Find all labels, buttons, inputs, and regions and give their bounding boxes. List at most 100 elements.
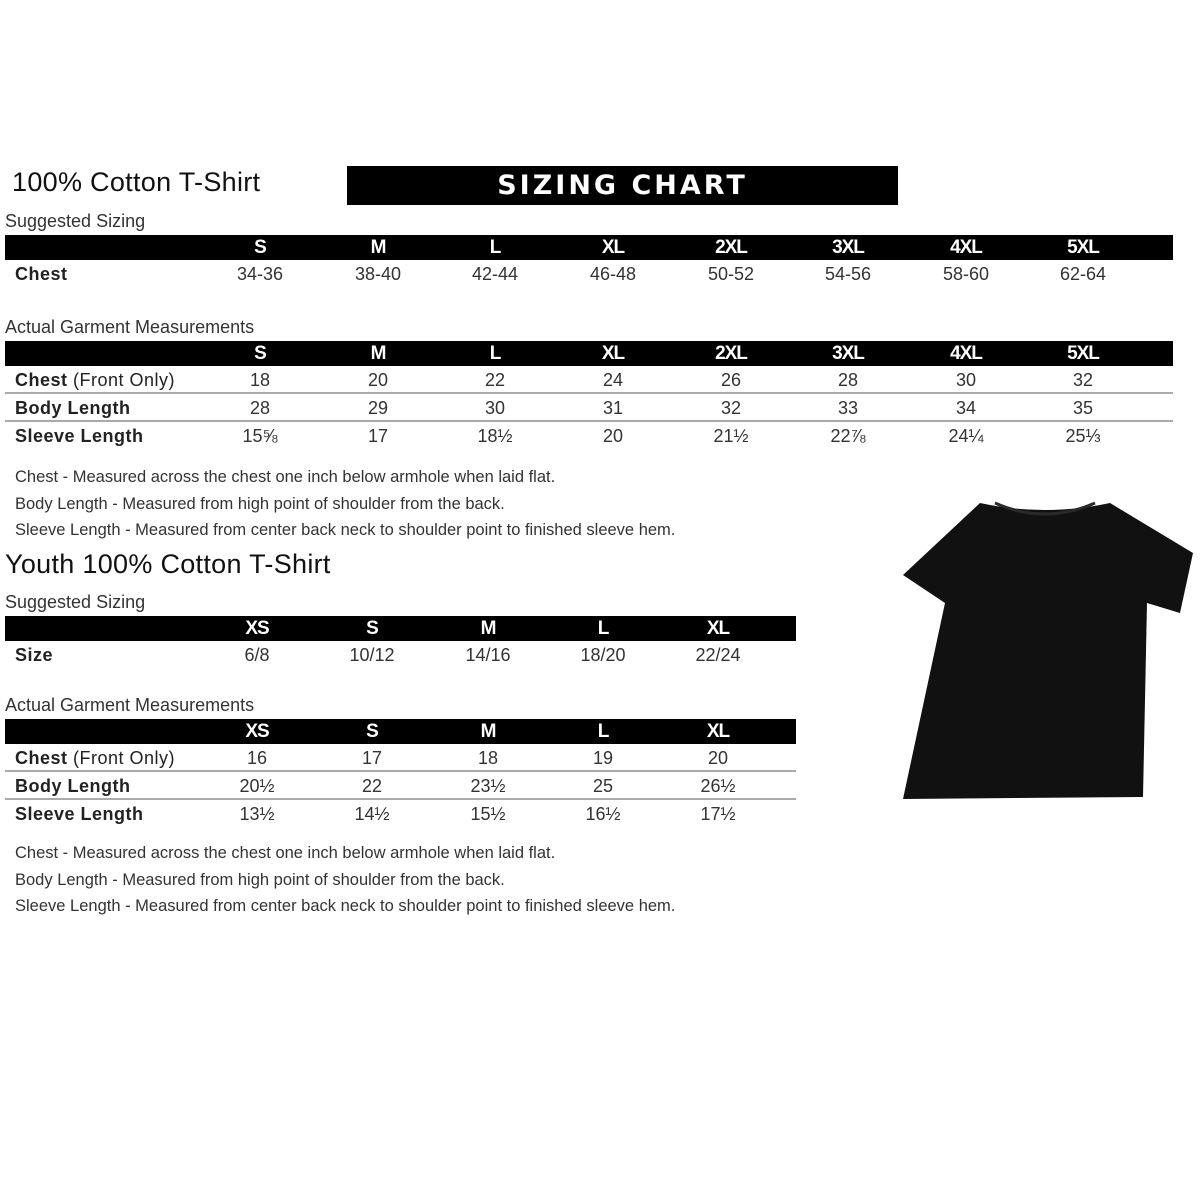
youth-actual-table: XS S M L XL Chest (Front Only) 16 17 18 19 20 Body … bbox=[5, 719, 796, 828]
row-label: Sleeve Length bbox=[15, 800, 144, 828]
row-label-text: Sleeve Length bbox=[15, 804, 144, 824]
note-line: Sleeve Length - Measured from center bac… bbox=[15, 521, 676, 539]
table-cell: 25⅓ bbox=[1065, 426, 1101, 446]
size-header-cell: M bbox=[480, 721, 497, 742]
table-cell: 30 bbox=[955, 370, 977, 390]
table-cell: 26 bbox=[720, 370, 742, 390]
size-header-cell: 2XL bbox=[715, 237, 748, 258]
row-label: Chest (Front Only) bbox=[15, 366, 175, 394]
adult-suggested-label: Suggested Sizing bbox=[5, 211, 146, 231]
table-cell: 18/20 bbox=[580, 645, 626, 665]
youth-suggested-label: Suggested Sizing bbox=[5, 592, 146, 612]
table-cell: 42-44 bbox=[471, 264, 519, 284]
note-line: Body Length - Measured from high point o… bbox=[15, 494, 505, 513]
table-cell: 22⅞ bbox=[830, 426, 866, 446]
table-cell: 6/8 bbox=[244, 645, 270, 665]
table-cell: 50-52 bbox=[707, 264, 755, 284]
size-header-cell: 3XL bbox=[832, 237, 865, 258]
size-header-cell: S bbox=[254, 237, 267, 258]
table-row: Sleeve Length 13½ 14½ 15½ 16½ 17½ bbox=[5, 800, 796, 828]
note-line: Chest - Measured across the chest one in… bbox=[15, 844, 556, 862]
table-cell: 62-64 bbox=[1059, 264, 1107, 284]
size-header-cell: 5XL bbox=[1067, 237, 1100, 258]
table-cell: 13½ bbox=[239, 804, 275, 824]
table-row: Body Length 20½ 22 23½ 25 26½ bbox=[5, 772, 796, 800]
size-header-cell: 4XL bbox=[950, 237, 983, 258]
sizing-chart-banner: SIZING CHART bbox=[347, 166, 898, 205]
table-cell: 15⅝ bbox=[242, 426, 278, 446]
table-cell: 31 bbox=[602, 398, 624, 418]
table-cell: 16½ bbox=[585, 804, 621, 824]
table-cell: 17 bbox=[361, 748, 383, 768]
table-row: Chest 34-36 38-40 42-44 46-48 50-52 54-56 58-60… bbox=[5, 260, 1173, 288]
row-label-text: Sleeve Length bbox=[15, 426, 144, 446]
table-cell: 38-40 bbox=[354, 264, 402, 284]
table-cell: 18 bbox=[249, 370, 271, 390]
table-row: Chest (Front Only) 16 17 18 19 20 bbox=[5, 744, 796, 772]
table-cell: 19 bbox=[592, 748, 614, 768]
size-header-cell: XL bbox=[706, 618, 730, 639]
note-line: Sleeve Length - Measured from center bac… bbox=[15, 897, 676, 915]
table-cell: 46-48 bbox=[589, 264, 637, 284]
adult-suggested-table: S M L XL 2XL 3XL 4XL 5XL Chest 34-36 38-40 42-44 46-… bbox=[5, 235, 1173, 288]
youth-actual-label: Actual Garment Measurements bbox=[5, 695, 255, 715]
youth-title: Youth 100% Cotton T-Shirt bbox=[5, 549, 331, 579]
table-cell: 15½ bbox=[470, 804, 506, 824]
size-header: S M L XL 2XL 3XL 4XL 5XL bbox=[5, 341, 1173, 366]
size-header-cell: XL bbox=[601, 237, 625, 258]
table-cell: 32 bbox=[720, 398, 742, 418]
table-cell: 20 bbox=[707, 748, 729, 768]
youth-notes: Chest - Measured across the chest one in… bbox=[15, 840, 675, 920]
table-cell: 18½ bbox=[477, 426, 513, 446]
table-cell: 24 bbox=[602, 370, 624, 390]
table-cell: 10/12 bbox=[349, 645, 395, 665]
size-header-cell: 3XL bbox=[832, 343, 865, 364]
row-label-text: Chest bbox=[15, 264, 68, 284]
note-line: Body Length - Measured from high point o… bbox=[15, 870, 505, 889]
size-header-cell: 4XL bbox=[950, 343, 983, 364]
row-label-text: Chest bbox=[15, 370, 68, 390]
size-header-cell: L bbox=[489, 237, 502, 258]
adult-title: 100% Cotton T-Shirt bbox=[12, 167, 261, 197]
size-header-cell: L bbox=[597, 721, 610, 742]
adult-actual-label: Actual Garment Measurements bbox=[5, 317, 255, 337]
adult-notes: Chest - Measured across the chest one in… bbox=[15, 464, 675, 544]
note-line: Chest - Measured across the chest one in… bbox=[15, 468, 556, 486]
table-cell: 22 bbox=[484, 370, 506, 390]
table-cell: 23½ bbox=[470, 776, 506, 796]
table-cell: 29 bbox=[367, 398, 389, 418]
size-header-cell: XS bbox=[245, 721, 269, 742]
table-cell: 22/24 bbox=[695, 645, 741, 665]
size-header-cell: XS bbox=[245, 618, 269, 639]
row-label-text: Chest bbox=[15, 748, 68, 768]
table-cell: 54-56 bbox=[824, 264, 872, 284]
adult-actual-table: S M L XL 2XL 3XL 4XL 5XL Chest (Front Only) 18 20 2… bbox=[5, 341, 1173, 450]
table-cell: 20 bbox=[367, 370, 389, 390]
table-cell: 35 bbox=[1072, 398, 1094, 418]
table-cell: 20 bbox=[602, 426, 624, 446]
size-header-cell: S bbox=[366, 618, 379, 639]
size-header-cell: S bbox=[254, 343, 267, 364]
table-cell: 16 bbox=[246, 748, 268, 768]
size-header: S M L XL 2XL 3XL 4XL 5XL bbox=[5, 235, 1173, 260]
size-header-cell: M bbox=[370, 343, 387, 364]
table-cell: 21½ bbox=[713, 426, 749, 446]
table-cell: 34-36 bbox=[236, 264, 284, 284]
table-cell: 28 bbox=[249, 398, 271, 418]
table-cell: 32 bbox=[1072, 370, 1094, 390]
table-cell: 30 bbox=[484, 398, 506, 418]
table-cell: 33 bbox=[837, 398, 859, 418]
row-label-text: Body Length bbox=[15, 776, 131, 796]
size-header-cell: S bbox=[366, 721, 379, 742]
table-cell: 58-60 bbox=[942, 264, 990, 284]
table-cell: 17 bbox=[367, 426, 389, 446]
size-header-cell: L bbox=[597, 618, 610, 639]
table-cell: 34 bbox=[955, 398, 977, 418]
table-row: Size 6/8 10/12 14/16 18/20 22/24 bbox=[5, 641, 796, 669]
table-row: Sleeve Length 15⅝ 17 18½ 20 21½ 22⅞ 24¼ 25⅓ bbox=[5, 422, 1173, 450]
tshirt-icon bbox=[903, 501, 1193, 799]
size-header: XS S M L XL bbox=[5, 616, 796, 641]
table-cell: 14/16 bbox=[465, 645, 511, 665]
table-cell: 25 bbox=[592, 776, 614, 796]
table-cell: 28 bbox=[837, 370, 859, 390]
